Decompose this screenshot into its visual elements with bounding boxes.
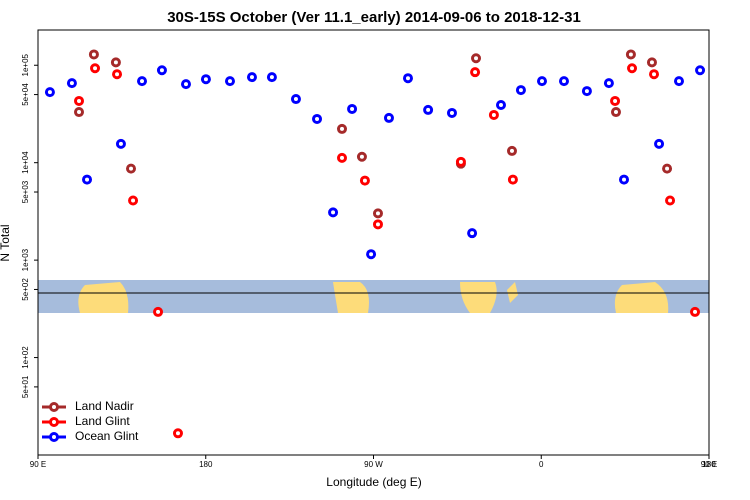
data-point (74, 95, 85, 106)
data-point (470, 67, 481, 78)
map-strip (38, 280, 709, 313)
x-tick-label: 180 (199, 460, 213, 469)
data-point (495, 99, 506, 110)
data-point (515, 85, 526, 96)
y-tick-label: 1e+04 (21, 151, 30, 174)
data-point (137, 76, 148, 87)
y-tick-label: 5e+03 (21, 180, 30, 203)
y-axis-label: N Total (0, 224, 12, 261)
data-point (359, 175, 370, 186)
data-point (88, 49, 99, 60)
data-point (82, 174, 93, 185)
data-point (619, 174, 630, 185)
data-point (312, 113, 323, 124)
y-tick-label: 5e+01 (21, 375, 30, 398)
data-point (506, 145, 517, 156)
data-point (558, 76, 569, 87)
y-tick-label: 5e+02 (21, 278, 30, 301)
data-point (180, 79, 191, 90)
data-point (156, 65, 167, 76)
y-tick-label: 5e+04 (21, 83, 30, 106)
data-point (488, 109, 499, 120)
data-point (126, 163, 137, 174)
x-tick-label: 90 E (701, 460, 717, 469)
data-point (347, 103, 358, 114)
y-tick-label: 1e+03 (21, 248, 30, 271)
data-point (446, 107, 457, 118)
data-point (172, 428, 183, 439)
data-point (224, 76, 235, 87)
data-point (246, 72, 257, 83)
data-point (625, 49, 636, 60)
data-point (44, 87, 55, 98)
x-tick-label: 180 (702, 460, 716, 469)
data-point (328, 207, 339, 218)
data-point (695, 65, 706, 76)
data-point (128, 195, 139, 206)
y-tick-label: 1e+05 (21, 53, 30, 76)
data-point (471, 53, 482, 64)
data-point (654, 138, 665, 149)
data-point (66, 78, 77, 89)
data-point (383, 112, 394, 123)
data-point (372, 208, 383, 219)
data-point (356, 151, 367, 162)
data-point (153, 306, 164, 317)
data-point (115, 138, 126, 149)
data-point (290, 94, 301, 105)
data-point (200, 74, 211, 85)
data-point (627, 63, 638, 74)
x-tick-label: 90 W (364, 460, 383, 469)
x-axis-label: Longitude (deg E) (326, 475, 421, 489)
data-point (337, 123, 348, 134)
chart-title: 30S-15S October (Ver 11.1_early) 2014-09… (167, 9, 581, 26)
data-point (662, 163, 673, 174)
legend-label: Ocean Glint (75, 429, 139, 443)
x-tick-label: 0 (539, 460, 544, 469)
data-point (665, 195, 676, 206)
data-point (610, 95, 621, 106)
x-tick-label: 90 E (30, 460, 46, 469)
data-point (90, 63, 101, 74)
legend-marker (49, 432, 59, 442)
data-point (110, 57, 121, 68)
data-point (603, 78, 614, 89)
data-point (507, 174, 518, 185)
data-point (673, 76, 684, 87)
data-point (581, 86, 592, 97)
data-point (74, 107, 85, 118)
data-point (402, 73, 413, 84)
legend-label: Land Nadir (75, 399, 134, 413)
data-point (112, 69, 123, 80)
data-point (610, 107, 621, 118)
data-point (337, 152, 348, 163)
data-point (649, 69, 660, 80)
data-point (536, 76, 547, 87)
legend-marker (49, 402, 59, 412)
legend-label: Land Glint (75, 414, 130, 428)
data-point (455, 156, 466, 167)
data-point (467, 228, 478, 239)
data-point (372, 219, 383, 230)
y-tick-label: 1e+02 (21, 346, 30, 369)
data-point (690, 306, 701, 317)
data-point (366, 249, 377, 260)
data-point (266, 72, 277, 83)
data-point (423, 104, 434, 115)
legend-marker (49, 417, 59, 427)
data-point (646, 57, 657, 68)
